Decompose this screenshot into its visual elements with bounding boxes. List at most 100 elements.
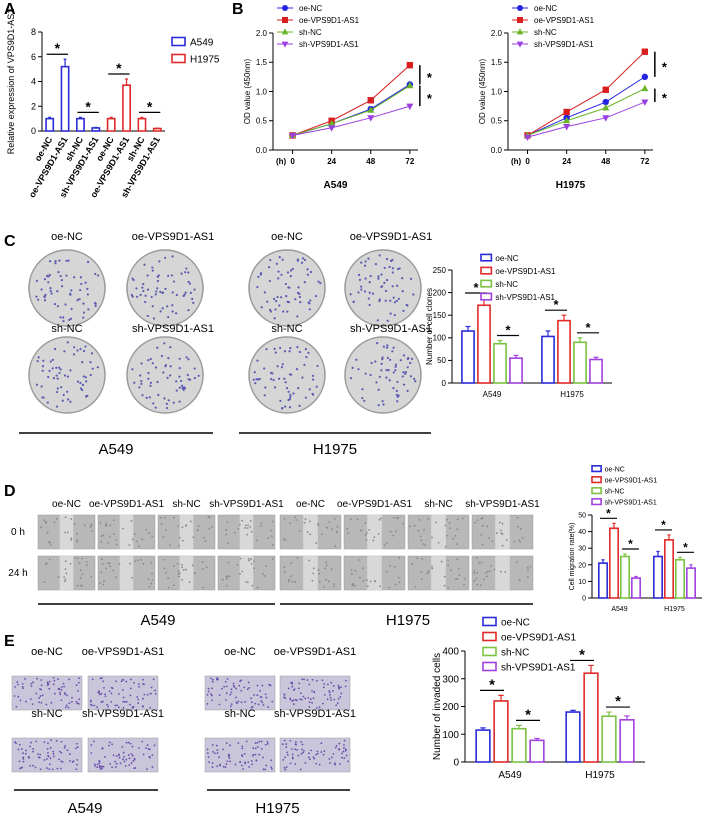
legend-label: oe-VPS9D1-AS1	[534, 16, 595, 25]
cell	[312, 697, 315, 700]
cell	[312, 567, 315, 570]
cell	[347, 760, 349, 763]
y-axis-label: Number of cell clones	[425, 288, 434, 365]
colony	[41, 365, 45, 368]
cell	[323, 693, 326, 696]
colony	[56, 387, 59, 390]
cell	[352, 584, 355, 587]
cell	[337, 684, 340, 687]
cell	[322, 702, 324, 705]
cell	[335, 744, 338, 747]
cell	[248, 766, 251, 768]
cell	[500, 529, 502, 532]
colony	[411, 357, 414, 361]
cell	[226, 521, 229, 523]
colony	[156, 279, 159, 283]
colony	[360, 288, 363, 291]
colony	[367, 257, 370, 260]
colony	[368, 303, 371, 307]
cell	[207, 756, 210, 758]
cell	[61, 760, 64, 763]
cell	[282, 537, 285, 540]
cell	[21, 683, 24, 685]
legend-swatch	[591, 487, 602, 495]
colony	[59, 316, 62, 319]
colony	[378, 375, 381, 378]
image-label: oe-NC	[271, 231, 303, 243]
significance: *	[585, 320, 591, 335]
cell	[431, 536, 433, 539]
colony	[35, 295, 38, 298]
cell	[332, 685, 335, 687]
colony	[308, 388, 311, 391]
cell	[271, 558, 274, 560]
cell	[150, 561, 153, 564]
colony	[91, 367, 94, 370]
y-tick-label: 2.0	[256, 29, 268, 38]
bar	[609, 527, 619, 599]
cell	[133, 757, 136, 760]
colony	[85, 394, 88, 398]
cell	[326, 526, 329, 529]
cell	[114, 704, 117, 707]
cell	[40, 684, 43, 687]
cell	[177, 570, 180, 573]
colony	[285, 295, 288, 298]
cell	[311, 678, 314, 681]
colony	[381, 400, 384, 403]
cell	[137, 698, 140, 701]
cell	[300, 741, 303, 743]
cell	[337, 686, 340, 689]
cell	[53, 521, 56, 524]
cell	[114, 576, 117, 579]
cell	[493, 568, 496, 571]
error-bar	[656, 550, 660, 557]
cell	[312, 756, 315, 758]
cell	[480, 534, 483, 536]
cell	[456, 518, 459, 521]
colony	[299, 301, 302, 304]
cell	[486, 525, 489, 528]
colony	[144, 294, 147, 297]
cell	[265, 565, 268, 568]
cell	[108, 562, 111, 565]
cell	[285, 766, 288, 768]
colony	[387, 369, 390, 372]
cell	[260, 747, 263, 750]
bar	[653, 555, 663, 599]
colony	[272, 297, 276, 301]
micrograph	[87, 737, 159, 773]
series-line	[527, 51, 646, 136]
cell	[181, 539, 184, 542]
colony	[70, 289, 73, 292]
bar	[583, 672, 599, 763]
colony	[360, 261, 363, 264]
cell	[249, 526, 252, 528]
colony	[279, 346, 282, 350]
colony	[154, 406, 157, 409]
cell	[238, 684, 241, 687]
cell	[100, 541, 103, 543]
cell	[241, 570, 244, 573]
cell	[125, 741, 128, 744]
cell	[446, 518, 448, 521]
colony	[79, 288, 82, 292]
colony	[76, 349, 79, 352]
colony	[392, 296, 395, 299]
cell	[225, 576, 228, 578]
colony	[383, 266, 386, 270]
y-axis-label: OD value (450nm)	[478, 58, 487, 124]
cell	[226, 678, 229, 680]
colony	[288, 286, 291, 289]
cell	[208, 527, 211, 530]
cell	[341, 752, 343, 755]
colony	[296, 315, 299, 318]
bar	[675, 559, 685, 599]
cell	[312, 572, 315, 575]
cell	[343, 739, 346, 742]
cell	[286, 753, 289, 756]
wound	[119, 556, 134, 590]
cell	[299, 698, 302, 701]
cell	[137, 747, 140, 749]
cell	[145, 768, 148, 771]
